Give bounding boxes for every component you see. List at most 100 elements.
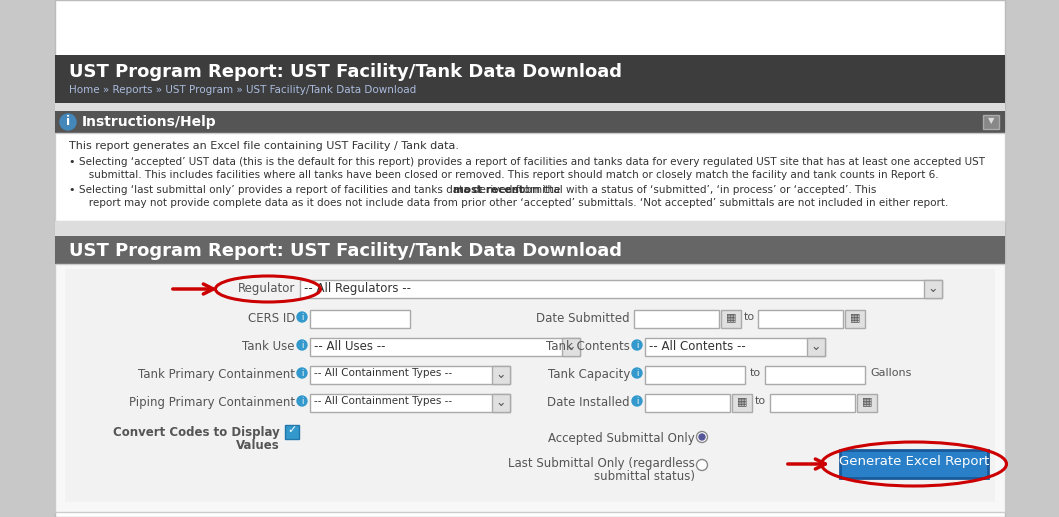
Text: i: i [635,369,639,378]
Circle shape [632,340,642,350]
Circle shape [297,312,307,322]
Text: Tank Primary Containment: Tank Primary Containment [138,368,295,381]
Text: ⌄: ⌄ [811,340,821,353]
Text: to: to [744,312,755,322]
Circle shape [297,396,307,406]
Text: to: to [750,368,761,378]
Text: Tank Use: Tank Use [243,340,295,353]
Text: Selecting ‘accepted’ UST data (this is the default for this report) provides a r: Selecting ‘accepted’ UST data (this is t… [79,157,985,167]
Text: i: i [66,115,70,128]
Text: Piping Primary Containment: Piping Primary Containment [129,396,295,409]
Bar [925,280,943,298]
Text: UST Program Report: UST Facility/Tank Data Download: UST Program Report: UST Facility/Tank Da… [69,63,622,81]
Circle shape [632,368,642,378]
Circle shape [699,434,705,440]
Bar [55,55,1005,103]
Text: ⌄: ⌄ [928,282,938,295]
Text: ▦: ▦ [849,312,860,322]
Bar [310,394,510,412]
Text: Gallons: Gallons [870,368,912,378]
Bar [840,450,988,478]
Bar [55,133,1005,221]
Bar [765,366,865,384]
Text: i: i [301,369,303,378]
Text: -- All Uses --: -- All Uses -- [315,340,385,353]
Bar [492,366,510,384]
Text: Values: Values [236,439,280,452]
Bar [492,394,510,412]
Bar [55,103,1005,111]
Text: Last Submittal Only (regardless: Last Submittal Only (regardless [508,457,695,470]
Bar [562,338,580,356]
Text: i: i [635,397,639,406]
Text: submittal. This includes facilities where all tanks have been closed or removed.: submittal. This includes facilities wher… [79,170,938,180]
Bar [857,394,877,412]
Circle shape [632,396,642,406]
Circle shape [697,460,707,470]
Text: report may not provide complete data as it does not include data from prior othe: report may not provide complete data as … [79,198,949,208]
Text: Tank Contents: Tank Contents [546,340,630,353]
Text: -- All Contents --: -- All Contents -- [649,340,746,353]
Bar [55,111,1005,133]
Text: Tank Capacity: Tank Capacity [548,368,630,381]
Text: •: • [69,185,79,195]
Bar [55,0,1005,517]
Text: most recent: most recent [453,185,524,195]
Text: i: i [301,313,303,322]
Text: This report generates an Excel file containing UST Facility / Tank data.: This report generates an Excel file cont… [69,141,459,151]
Circle shape [297,340,307,350]
Text: -- All Containment Types --: -- All Containment Types -- [315,368,452,378]
Text: ▦: ▦ [725,312,736,322]
Bar [770,394,855,412]
Circle shape [697,432,707,443]
Text: UST Program Report: UST Facility/Tank Data Download: UST Program Report: UST Facility/Tank Da… [69,242,622,260]
Bar [758,310,843,328]
Bar [983,115,999,129]
Text: Date Submitted: Date Submitted [536,312,630,325]
Text: •: • [69,157,79,167]
Text: Accepted Submittal Only: Accepted Submittal Only [549,432,695,445]
Bar [732,394,752,412]
Text: Selecting ‘last submittal only’ provides a report of facilities and tanks data d: Selecting ‘last submittal only’ provides… [79,185,563,195]
Circle shape [60,114,76,130]
Bar [285,425,299,439]
Bar [807,338,825,356]
Text: ⌄: ⌄ [566,340,576,353]
Bar [55,236,1005,264]
Text: ⌄: ⌄ [496,368,506,381]
Bar [721,310,741,328]
Text: Regulator: Regulator [237,282,295,295]
Text: i: i [301,341,303,350]
Bar [634,310,719,328]
Text: Instructions/Help: Instructions/Help [82,115,217,129]
Bar [310,366,510,384]
Text: i: i [635,341,639,350]
Text: submittal with a status of ‘submitted’, ‘in process’ or ‘accepted’. This: submittal with a status of ‘submitted’, … [510,185,877,195]
Text: -- All Regulators --: -- All Regulators -- [304,282,411,295]
Text: ▼: ▼ [988,116,994,125]
Text: CERS ID: CERS ID [248,312,295,325]
Bar [65,269,995,502]
Bar [310,310,410,328]
Text: ▦: ▦ [862,396,873,406]
Bar [845,310,865,328]
Text: ✓: ✓ [287,425,297,435]
Text: Generate Excel Report: Generate Excel Report [839,455,989,468]
Text: Date Installed: Date Installed [548,396,630,409]
Text: ▦: ▦ [737,396,748,406]
Text: to: to [755,396,766,406]
Bar [55,221,1005,236]
Text: i: i [301,397,303,406]
Bar [55,264,1005,512]
Text: submittal status): submittal status) [594,470,695,483]
Bar [310,338,580,356]
Text: ⌄: ⌄ [496,396,506,409]
Text: Convert Codes to Display: Convert Codes to Display [113,426,280,439]
Text: -- All Containment Types --: -- All Containment Types -- [315,396,452,406]
Bar [645,338,825,356]
Bar [300,280,943,298]
Bar [645,366,744,384]
Bar [645,394,730,412]
Circle shape [297,368,307,378]
Text: Home » Reports » UST Program » UST Facility/Tank Data Download: Home » Reports » UST Program » UST Facil… [69,85,416,95]
